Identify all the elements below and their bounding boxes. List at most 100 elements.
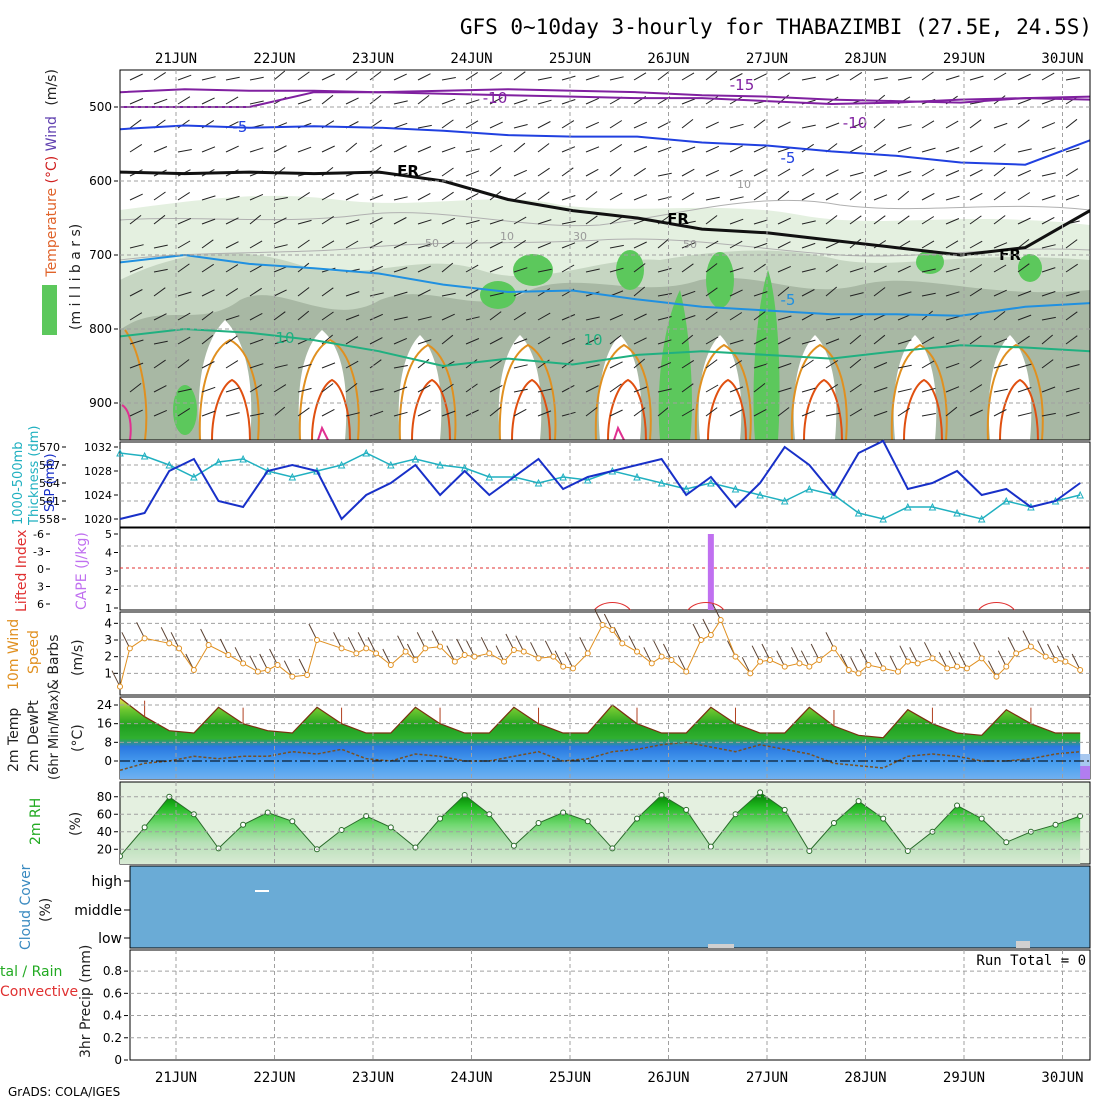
wind-barb: [369, 95, 382, 105]
wind-barb: [945, 291, 960, 297]
wind-barb: [153, 98, 168, 105]
wind-barb: [489, 359, 502, 369]
day-label-bottom: 25JUN: [549, 1070, 591, 1086]
contour-label: -10: [843, 114, 868, 132]
wind-barb: [897, 190, 910, 201]
thickness-marker: [140, 451, 149, 460]
wind-barb: [369, 410, 384, 417]
wind-barb: [921, 147, 936, 153]
wind-barb: [777, 121, 791, 129]
cloud-ylabel-1: Cloud Cover: [18, 864, 34, 950]
cloud-level-label: high: [91, 874, 122, 890]
tick-label: 16: [97, 717, 112, 731]
wind-barb: [969, 359, 982, 369]
slp-grid: [120, 442, 1090, 527]
wind-speed-point: [766, 657, 773, 663]
wind-barb: [393, 217, 407, 225]
wind-barb: [633, 167, 646, 177]
footer-credit: GrADS: COLA/IGES: [8, 1085, 120, 1099]
wind-barb: [753, 337, 767, 345]
wind-barb: [153, 409, 168, 417]
wind-barb: [537, 336, 551, 345]
wind-barb: [225, 335, 238, 345]
wind-barb: [129, 193, 143, 201]
wind-barb: [297, 239, 310, 249]
wind-barb: [825, 412, 840, 417]
wind-barb: [249, 193, 264, 201]
wind-speed-point: [126, 645, 133, 652]
tick-label: 24: [97, 698, 112, 712]
wind-barb: [1041, 172, 1056, 177]
wind-barb: [561, 167, 574, 177]
temp-ylabel-2: 2m DewPt: [26, 700, 42, 772]
wind-barb: [249, 287, 262, 297]
wind-speed-point: [190, 667, 197, 673]
wind-barb: [345, 336, 359, 345]
tick-label: 1020: [84, 513, 112, 526]
wind-barb: [633, 407, 646, 417]
wind-speed-point: [599, 622, 606, 628]
wind-barb: [753, 191, 766, 201]
wind-barb: [705, 336, 719, 345]
wind-barb: [993, 191, 1006, 201]
precip-ylabel-right: 3hr Precip (mm): [78, 945, 94, 1058]
wind-barb: [177, 74, 192, 81]
wind-barb: [513, 338, 528, 345]
wind-barb: [825, 241, 839, 249]
wind-barb: [537, 99, 552, 105]
wind-barb: [753, 311, 766, 321]
wind-barb: [705, 384, 719, 393]
wind-barb: [873, 118, 886, 129]
wind-barb: [777, 265, 792, 273]
wind-barb: [417, 384, 431, 393]
wind-speed-point: [569, 665, 576, 672]
contour-label: -5: [233, 118, 248, 136]
wind-barb: [849, 191, 862, 201]
wind-barb: [585, 268, 600, 273]
wind-barb: [489, 72, 503, 81]
wind-barb: [945, 240, 959, 249]
wind-barb: [1041, 334, 1054, 345]
wind-speed-point: [816, 657, 823, 663]
wind-barb: [657, 339, 672, 345]
wind-barb: [801, 359, 814, 369]
cloud-ticks: high middle low: [74, 874, 130, 947]
wind-barb: [321, 383, 334, 393]
contour-label: FR: [397, 162, 419, 180]
wind-barb: [201, 239, 214, 249]
tick-label: 558: [39, 513, 60, 526]
wind-barb: [177, 96, 191, 105]
wind-barb: [849, 71, 863, 81]
wind-speed-point: [1013, 650, 1020, 657]
wind-ticks: 4 3 2 1: [104, 616, 118, 680]
wind-barb: [993, 242, 1008, 249]
wind-barb: [177, 336, 191, 345]
tick-label: 700: [89, 248, 112, 262]
wind-barb: [729, 360, 743, 369]
wind-barb: [705, 287, 718, 297]
wind-barb: [633, 72, 647, 81]
wind-barb: [921, 216, 935, 225]
wind-barb: [441, 334, 454, 345]
wind-barb: [393, 316, 408, 321]
wind-barb: [489, 219, 504, 225]
thickness-marker: [633, 472, 641, 481]
wind-barb: [1041, 359, 1054, 369]
wind-barb: [153, 146, 168, 153]
contour-label: 10: [275, 329, 294, 347]
thickness-marker: [805, 484, 814, 493]
wind-barb: [513, 71, 526, 81]
temperature-contours: [120, 88, 1090, 368]
wind-barb: [633, 386, 648, 393]
run-total: Run Total = 0: [976, 953, 1086, 969]
wind-barb: [753, 219, 768, 225]
wind-barb: [249, 384, 263, 393]
wind-barb: [849, 314, 864, 321]
wind-barb: [993, 363, 1008, 369]
wind-speed-point: [1042, 653, 1049, 660]
tick-label: 3: [37, 581, 44, 594]
wind-barb: [441, 292, 456, 297]
wind-barb: [345, 240, 359, 249]
wind-barb: [1017, 314, 1032, 321]
wind-speed-point: [274, 662, 281, 668]
